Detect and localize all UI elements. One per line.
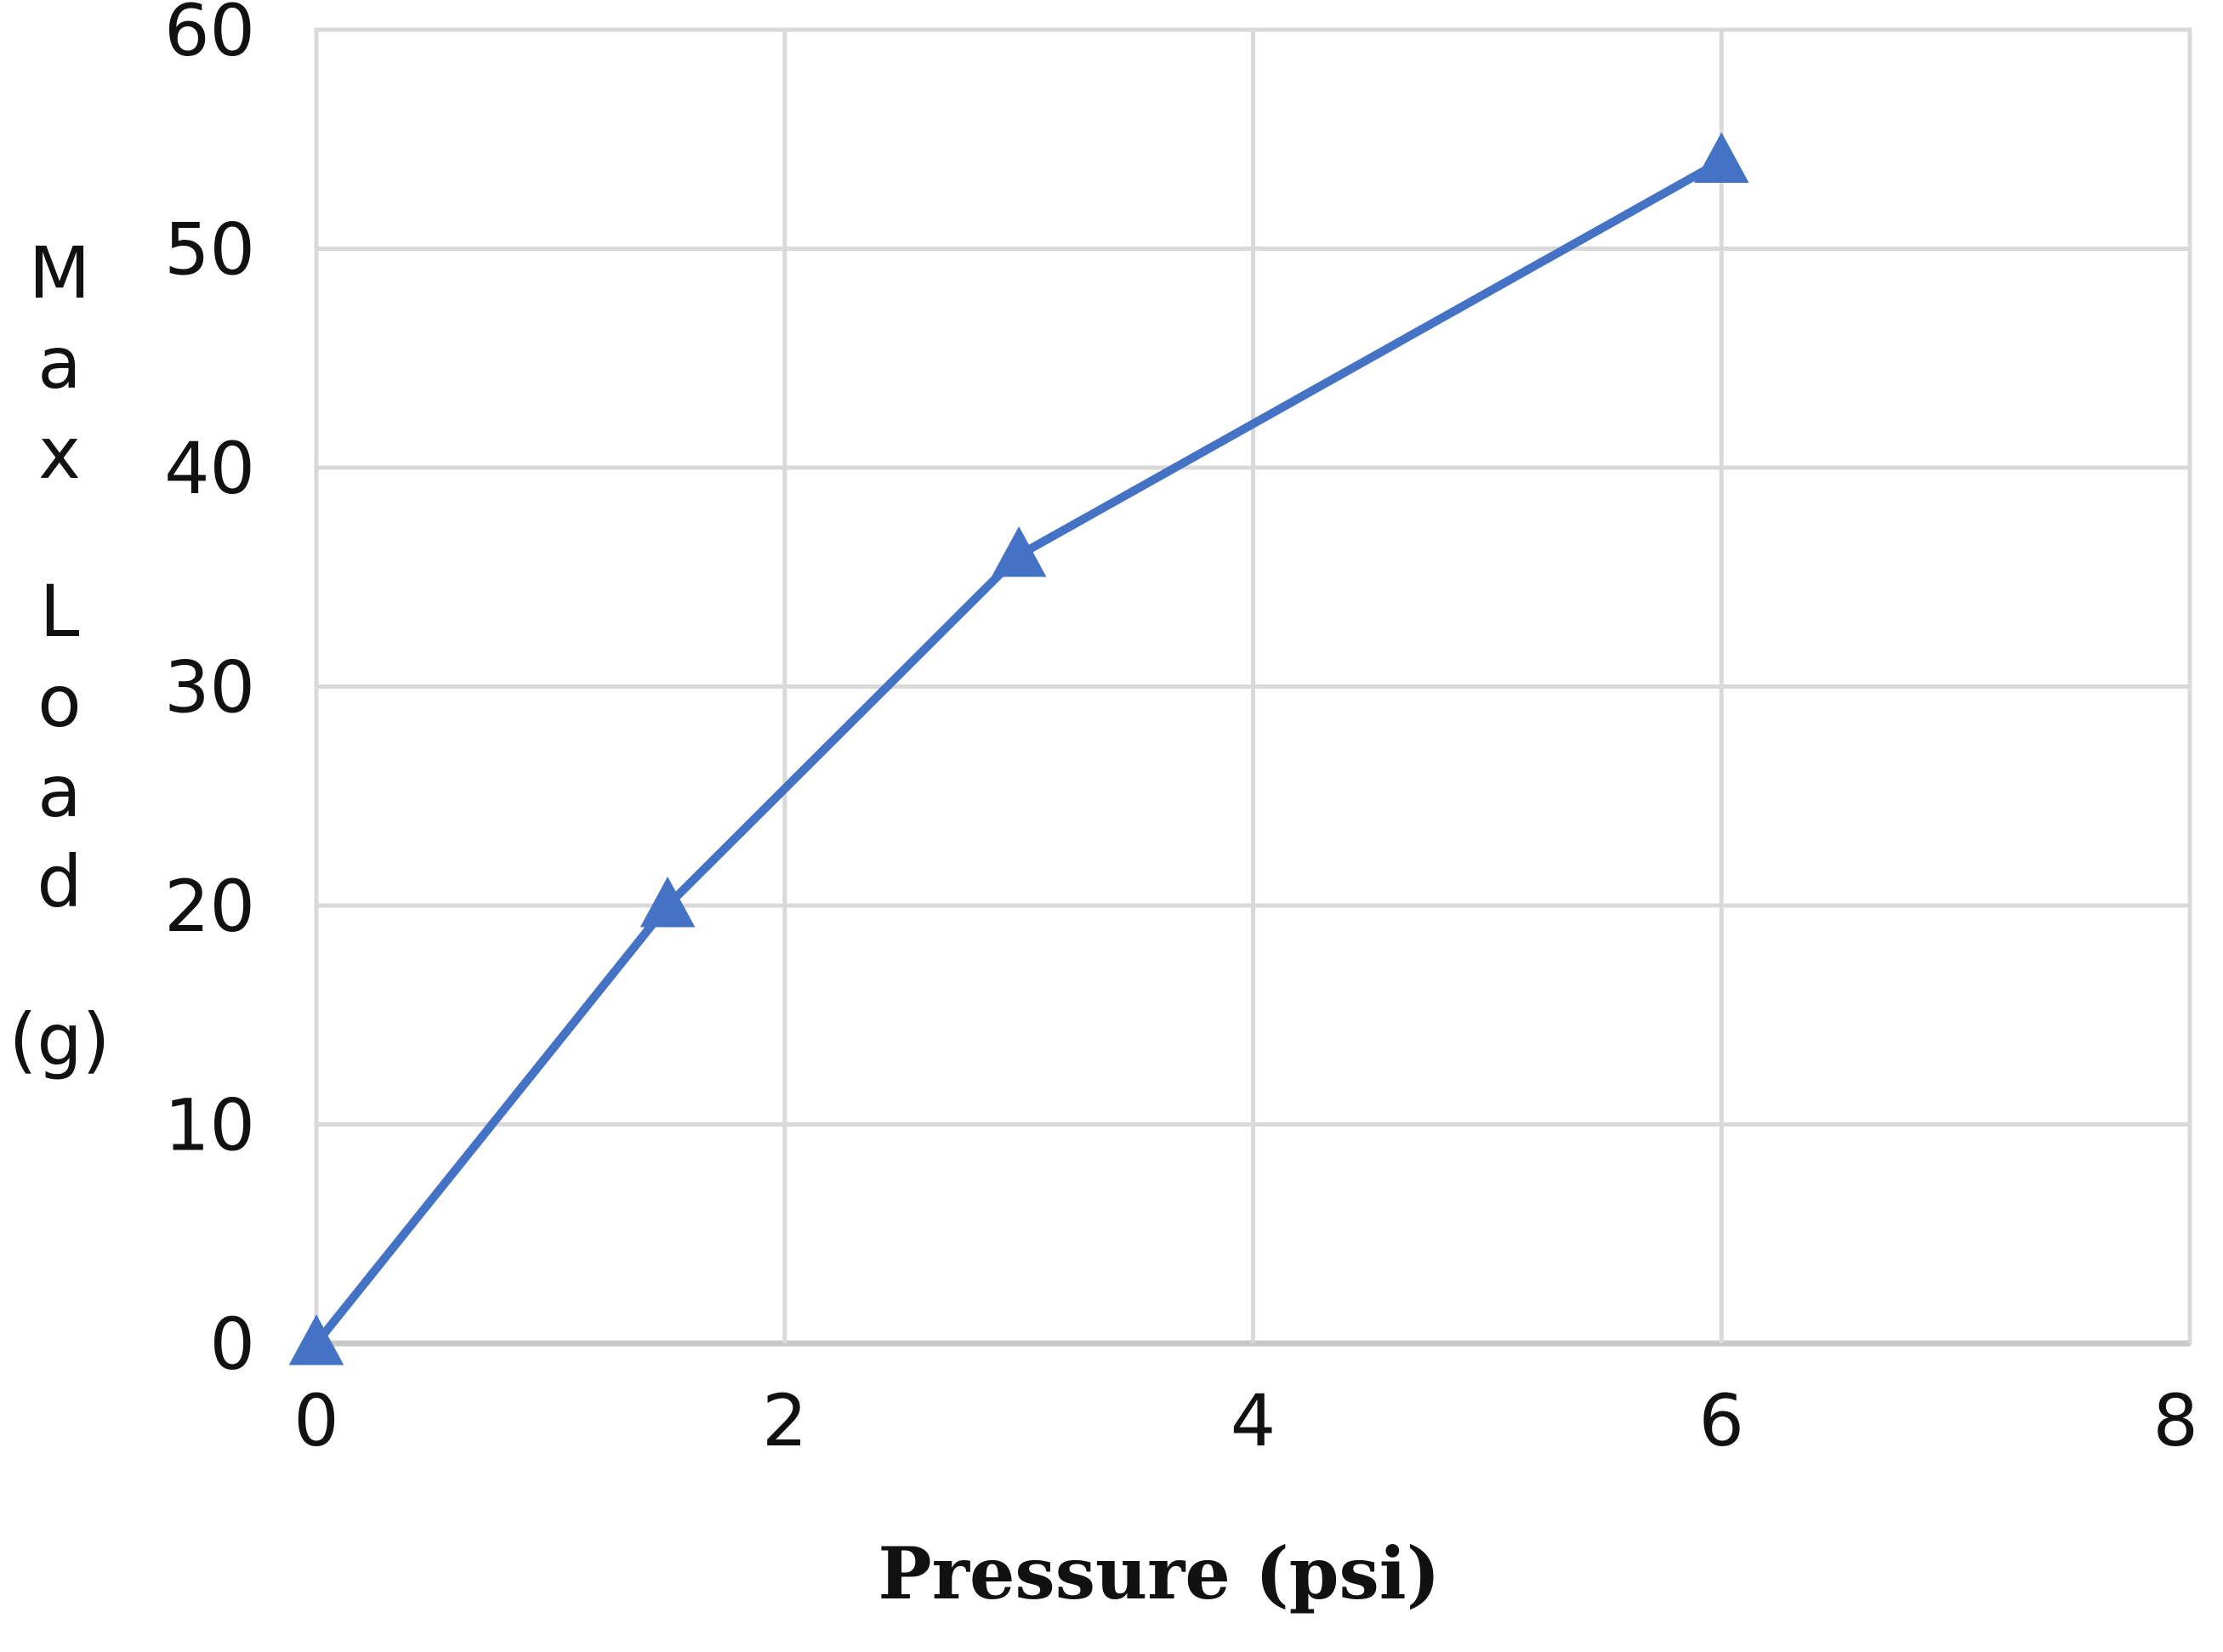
y-tick-label: 0 bbox=[210, 1303, 255, 1386]
y-tick-label: 50 bbox=[164, 208, 255, 292]
y-axis-label-char: L bbox=[40, 570, 80, 653]
data-point-triangle bbox=[288, 1314, 344, 1365]
y-tick-labels: 0 10 20 30 40 50 60 bbox=[164, 0, 255, 1386]
gridlines bbox=[314, 27, 2192, 1347]
data-point-triangle bbox=[640, 877, 696, 928]
y-axis-label-char: d bbox=[37, 840, 82, 923]
y-axis-label-char: M bbox=[29, 231, 90, 315]
x-tick-label: 0 bbox=[293, 1379, 338, 1462]
x-axis-label: Pressure (psi) bbox=[878, 1531, 1441, 1615]
y-axis-label-char: o bbox=[37, 660, 81, 743]
x-tick-label: 4 bbox=[1231, 1379, 1276, 1462]
data-point-triangle bbox=[991, 526, 1047, 577]
y-tick-label: 10 bbox=[164, 1084, 255, 1167]
x-tick-label: 2 bbox=[762, 1379, 807, 1462]
y-tick-label: 40 bbox=[164, 427, 255, 510]
y-tick-label: 30 bbox=[164, 646, 255, 729]
data-point-triangle bbox=[1693, 132, 1749, 183]
y-axis-label-char: (g) bbox=[9, 998, 111, 1081]
x-tick-label: 8 bbox=[2153, 1379, 2198, 1462]
y-axis-label-char: x bbox=[38, 412, 81, 495]
y-tick-label: 60 bbox=[164, 0, 255, 72]
series-line bbox=[312, 156, 1726, 1348]
y-axis-label-char: a bbox=[37, 750, 81, 833]
y-axis-label-char: a bbox=[37, 321, 81, 405]
x-tick-labels: 0 2 4 6 8 bbox=[293, 1379, 2198, 1462]
data-series bbox=[288, 132, 1749, 1365]
x-tick-label: 6 bbox=[1699, 1379, 1744, 1462]
y-tick-label: 20 bbox=[164, 865, 255, 948]
